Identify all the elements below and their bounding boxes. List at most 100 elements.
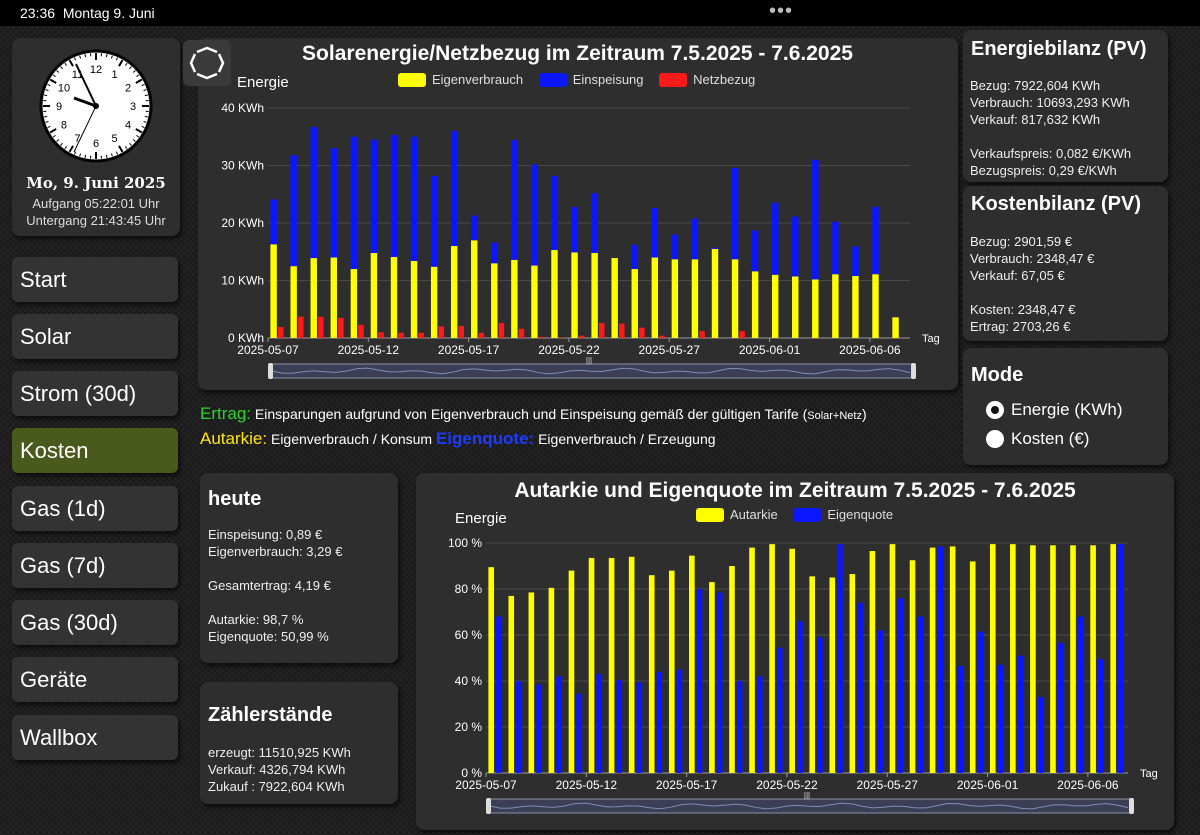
- bar-eigenquote[interactable]: [817, 637, 823, 773]
- bar-einspeisung[interactable]: [270, 199, 277, 245]
- bar-eigenquote[interactable]: [656, 671, 663, 773]
- bar-netzbezug[interactable]: [298, 316, 304, 338]
- bar-autarkie[interactable]: [628, 556, 635, 773]
- bar-autarkie[interactable]: [689, 555, 695, 773]
- bar-autarkie[interactable]: [809, 576, 816, 773]
- bar-eigenverbrauch[interactable]: [892, 317, 899, 338]
- bar-netzbezug[interactable]: [498, 323, 505, 338]
- bar-autarkie[interactable]: [588, 557, 595, 773]
- bar-eigenquote[interactable]: [837, 544, 843, 773]
- bar-netzbezug[interactable]: [578, 335, 585, 338]
- bar-netzbezug[interactable]: [398, 332, 404, 338]
- bar-eigenverbrauch[interactable]: [872, 274, 879, 338]
- refresh-button[interactable]: [183, 40, 231, 86]
- bar-einspeisung[interactable]: [410, 136, 418, 261]
- legend-eigenquote[interactable]: Eigenquote: [793, 507, 893, 522]
- bar-autarkie[interactable]: [949, 546, 956, 773]
- bar-einspeisung[interactable]: [350, 136, 358, 269]
- bar-eigenquote[interactable]: [676, 669, 683, 774]
- bar-eigenquote[interactable]: [796, 621, 803, 773]
- radio-unchecked-icon[interactable]: [986, 430, 1004, 448]
- bar-netzbezug[interactable]: [378, 332, 384, 338]
- bar-netzbezug[interactable]: [659, 335, 665, 338]
- bar-netzbezug[interactable]: [518, 328, 525, 338]
- bar-autarkie[interactable]: [729, 566, 735, 773]
- bar-einspeisung[interactable]: [671, 234, 679, 260]
- bar-einspeisung[interactable]: [330, 148, 338, 258]
- bar-eigenverbrauch[interactable]: [571, 252, 578, 338]
- navigator-handle-right[interactable]: [1129, 798, 1134, 814]
- bar-eigenverbrauch[interactable]: [330, 257, 338, 339]
- bar-eigenverbrauch[interactable]: [450, 246, 458, 338]
- bar-einspeisung[interactable]: [531, 164, 538, 266]
- bar-eigenquote[interactable]: [997, 664, 1004, 773]
- bar-einspeisung[interactable]: [872, 206, 879, 275]
- bar-eigenquote[interactable]: [616, 679, 623, 773]
- bar-eigenverbrauch[interactable]: [350, 269, 358, 338]
- bar-einspeisung[interactable]: [571, 206, 578, 253]
- bar-netzbezug[interactable]: [619, 323, 625, 338]
- bar-eigenquote[interactable]: [496, 616, 502, 773]
- bar-eigenverbrauch[interactable]: [651, 257, 659, 339]
- bar-eigenverbrauch[interactable]: [671, 259, 679, 338]
- legend-eigenverbrauch[interactable]: Eigenverbrauch: [398, 72, 523, 87]
- bar-eigenverbrauch[interactable]: [711, 248, 719, 338]
- bar-einspeisung[interactable]: [310, 126, 317, 259]
- bar-einspeisung[interactable]: [751, 230, 759, 272]
- bar-autarkie[interactable]: [849, 574, 856, 773]
- bar-eigenquote[interactable]: [536, 684, 542, 773]
- bar-einspeisung[interactable]: [430, 175, 438, 267]
- mode-option-energie[interactable]: Energie (KWh): [986, 400, 1122, 420]
- bar-netzbezug[interactable]: [458, 325, 465, 338]
- bar-autarkie[interactable]: [969, 561, 976, 773]
- bar-netzbezug[interactable]: [538, 336, 545, 338]
- bar-eigenquote[interactable]: [776, 647, 783, 773]
- radio-checked-icon[interactable]: [986, 401, 1004, 419]
- nav-kosten[interactable]: Kosten: [12, 428, 178, 473]
- bar-einspeisung[interactable]: [471, 215, 478, 241]
- bar-einspeisung[interactable]: [511, 140, 518, 260]
- nav-solar[interactable]: Solar: [12, 314, 178, 359]
- bar-autarkie[interactable]: [528, 592, 535, 773]
- bar-eigenverbrauch[interactable]: [430, 266, 438, 338]
- bar-netzbezug[interactable]: [318, 316, 324, 338]
- bar-autarkie[interactable]: [508, 595, 515, 773]
- legend-netzbezug[interactable]: Netzbezug: [659, 72, 755, 87]
- bar-autarkie[interactable]: [608, 557, 615, 773]
- bar-eigenverbrauch[interactable]: [751, 271, 759, 338]
- bar-autarkie[interactable]: [929, 547, 936, 773]
- bar-autarkie[interactable]: [1010, 544, 1016, 773]
- bar-autarkie[interactable]: [668, 570, 675, 773]
- bar-eigenquote[interactable]: [736, 681, 743, 773]
- navigator-grip-icon[interactable]: |||: [586, 356, 592, 365]
- navigator-handle-right[interactable]: [911, 363, 916, 379]
- legend-autarkie[interactable]: Autarkie: [696, 507, 778, 522]
- bar-eigenquote[interactable]: [957, 666, 964, 773]
- nav-start[interactable]: Start: [12, 257, 178, 302]
- bar-einspeisung[interactable]: [731, 167, 739, 260]
- bar-eigenverbrauch[interactable]: [611, 258, 618, 338]
- bar-autarkie[interactable]: [1050, 545, 1056, 773]
- bar-eigenquote[interactable]: [1017, 655, 1024, 773]
- bar-eigenverbrauch[interactable]: [531, 265, 538, 338]
- bar-eigenverbrauch[interactable]: [832, 274, 839, 338]
- bar-eigenquote[interactable]: [1057, 643, 1064, 773]
- bar-eigenquote[interactable]: [1037, 697, 1044, 773]
- more-dots-icon[interactable]: •••: [769, 0, 794, 22]
- bar-einspeisung[interactable]: [691, 218, 699, 260]
- bar-eigenverbrauch[interactable]: [370, 252, 378, 338]
- bar-einspeisung[interactable]: [792, 216, 799, 277]
- bar-eigenquote[interactable]: [556, 676, 562, 773]
- bar-eigenquote[interactable]: [636, 682, 643, 773]
- bar-netzbezug[interactable]: [599, 323, 605, 338]
- bar-eigenquote[interactable]: [516, 681, 522, 773]
- bar-autarkie[interactable]: [1110, 544, 1116, 773]
- bar-netzbezug[interactable]: [358, 324, 364, 338]
- bar-eigenverbrauch[interactable]: [731, 259, 739, 338]
- bar-eigenquote[interactable]: [917, 616, 923, 773]
- bar-einspeisung[interactable]: [450, 131, 458, 246]
- bar-netzbezug[interactable]: [639, 327, 645, 338]
- bar-einspeisung[interactable]: [771, 202, 779, 275]
- bar-autarkie[interactable]: [1070, 545, 1076, 773]
- bar-eigenverbrauch[interactable]: [471, 240, 478, 338]
